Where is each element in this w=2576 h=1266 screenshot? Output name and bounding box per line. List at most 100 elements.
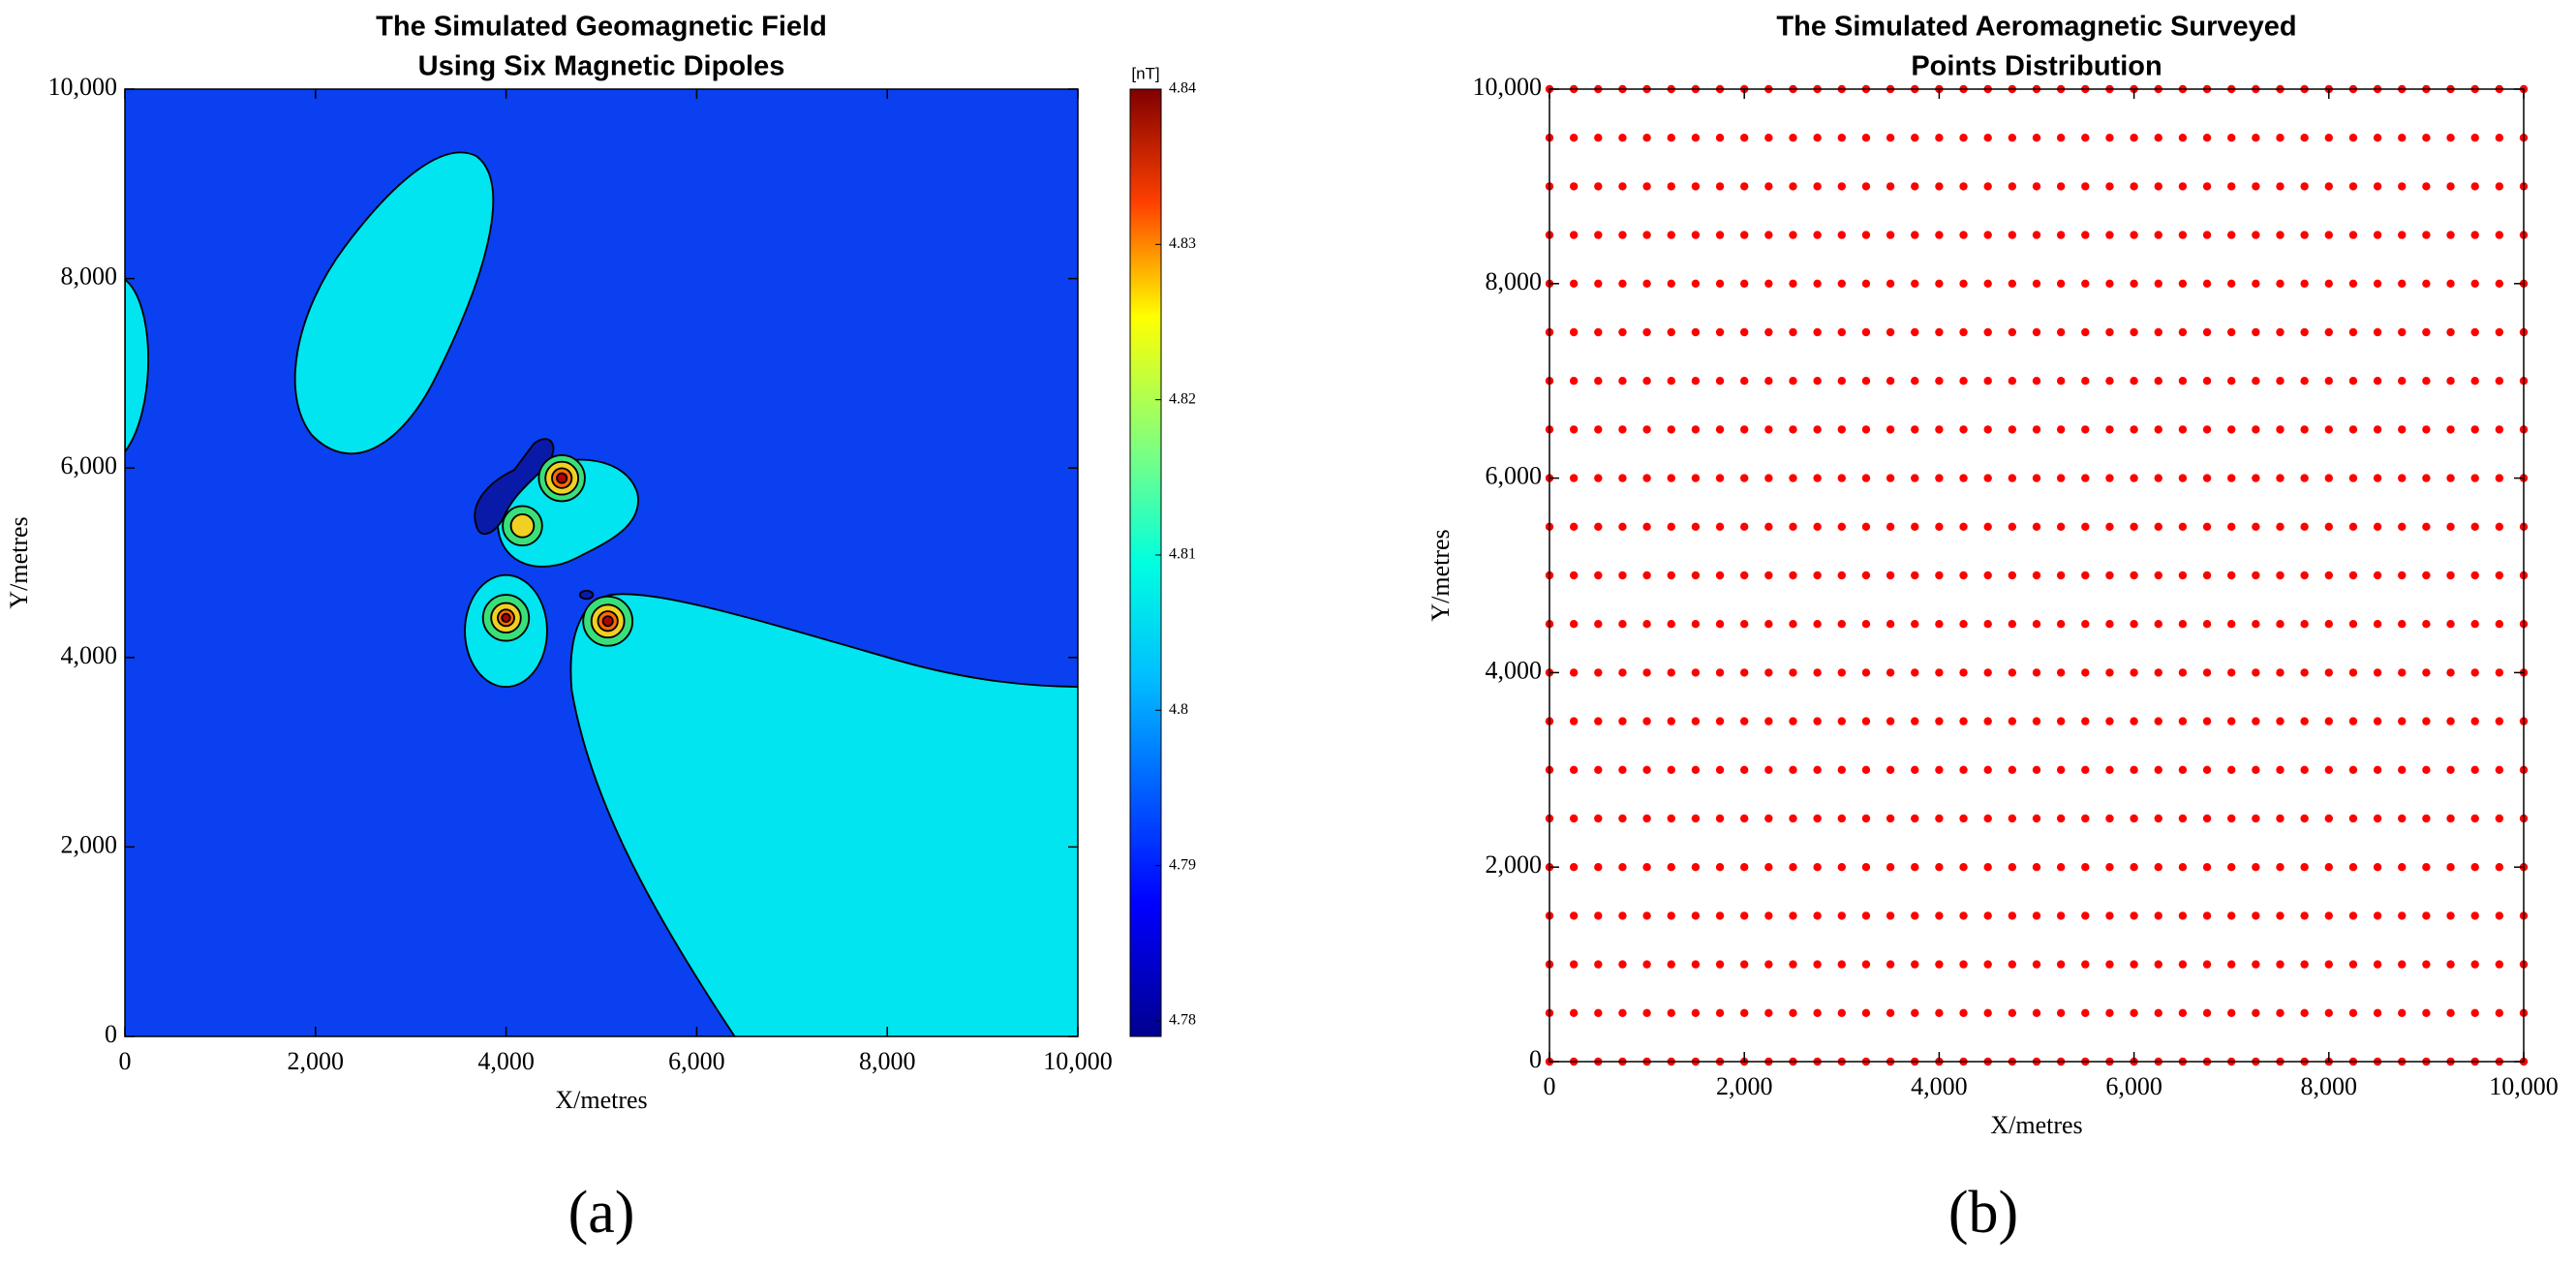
survey-point [1594, 231, 1603, 239]
survey-point [1861, 717, 1871, 726]
survey-point [1618, 1008, 1627, 1018]
survey-point [1911, 279, 1919, 288]
survey-point [1740, 717, 1749, 726]
survey-point [2154, 231, 2162, 239]
survey-point [2252, 377, 2260, 386]
survey-point [1667, 327, 1675, 337]
survey-point [2348, 911, 2358, 920]
survey-point [2422, 1008, 2431, 1018]
survey-point [1935, 327, 1944, 337]
survey-point [2373, 377, 2382, 386]
survey-point [2081, 425, 2090, 434]
survey-point [2373, 1008, 2382, 1018]
survey-point [1813, 327, 1822, 337]
survey-point [1959, 571, 1968, 580]
survey-point [1837, 960, 1847, 969]
survey-point [1789, 765, 1797, 774]
survey-point [1983, 522, 1992, 531]
survey-point [1569, 960, 1579, 969]
survey-point [2032, 182, 2041, 191]
survey-point [1691, 960, 1701, 969]
survey-point [2227, 522, 2236, 531]
survey-point [2348, 668, 2358, 677]
survey-point [2495, 474, 2504, 482]
survey-point [1837, 814, 1847, 823]
survey-point [1886, 474, 1895, 482]
survey-point [2130, 279, 2138, 288]
survey-point [2422, 522, 2431, 531]
survey-point [1935, 620, 1944, 629]
survey-point [1740, 327, 1749, 337]
survey-point [2398, 911, 2407, 920]
survey-point [1837, 377, 1847, 386]
survey-point [2154, 474, 2162, 482]
survey-point [2032, 863, 2041, 872]
survey-point [2032, 425, 2041, 434]
survey-point [2422, 765, 2431, 774]
survey-point [1983, 474, 1992, 482]
survey-point [2398, 814, 2407, 823]
survey-point [2178, 231, 2188, 239]
chart-title: Using Six Magnetic Dipoles [418, 51, 785, 82]
survey-point [1911, 960, 1919, 969]
survey-point [1642, 1008, 1651, 1018]
survey-point [1715, 814, 1725, 823]
survey-point [2227, 474, 2236, 482]
survey-point [1618, 327, 1627, 337]
survey-point [2105, 279, 2114, 288]
survey-point [2446, 960, 2455, 969]
survey-point [1569, 134, 1579, 142]
survey-point [2056, 863, 2066, 872]
survey-point [2373, 425, 2382, 434]
survey-point [2081, 863, 2090, 872]
x-tick-label: 4,000 [477, 1047, 535, 1075]
survey-point [1594, 620, 1603, 629]
survey-point [1959, 765, 1968, 774]
survey-point [1935, 474, 1944, 482]
survey-point [2178, 474, 2188, 482]
survey-point [2300, 327, 2309, 337]
survey-point [2470, 620, 2479, 629]
survey-point [1935, 377, 1944, 386]
survey-point [1886, 134, 1895, 142]
survey-point [1886, 182, 1895, 191]
survey-point [2202, 134, 2212, 142]
survey-point [1642, 474, 1651, 482]
survey-point [1911, 911, 1919, 920]
survey-point [1886, 425, 1895, 434]
survey-point [2398, 134, 2407, 142]
survey-point [2300, 231, 2309, 239]
survey-point [2422, 911, 2431, 920]
y-tick-label: 6,000 [1486, 462, 1543, 490]
survey-point [2300, 571, 2309, 580]
survey-point [2276, 377, 2285, 386]
survey-point [2470, 765, 2479, 774]
survey-point [2105, 571, 2114, 580]
survey-point [1935, 571, 1944, 580]
survey-point [2276, 279, 2285, 288]
survey-point [2276, 863, 2285, 872]
survey-point [1691, 668, 1701, 677]
survey-point [1715, 571, 1725, 580]
survey-point [1594, 960, 1603, 969]
survey-point [1861, 182, 1871, 191]
survey-point [1861, 377, 1871, 386]
survey-point [2008, 863, 2017, 872]
survey-point [2373, 620, 2382, 629]
survey-point [1569, 814, 1579, 823]
survey-point [2252, 474, 2260, 482]
survey-point [1789, 377, 1797, 386]
survey-point [2324, 571, 2333, 580]
survey-point [1569, 425, 1579, 434]
survey-point [1594, 765, 1603, 774]
survey-point [2470, 1008, 2479, 1018]
survey-point [1618, 620, 1627, 629]
survey-point [2470, 279, 2479, 288]
survey-point [1618, 668, 1627, 677]
survey-point [2008, 668, 2017, 677]
survey-point [2398, 182, 2407, 191]
y-tick-label: 4,000 [61, 641, 118, 669]
survey-point [1789, 425, 1797, 434]
survey-point [2398, 620, 2407, 629]
